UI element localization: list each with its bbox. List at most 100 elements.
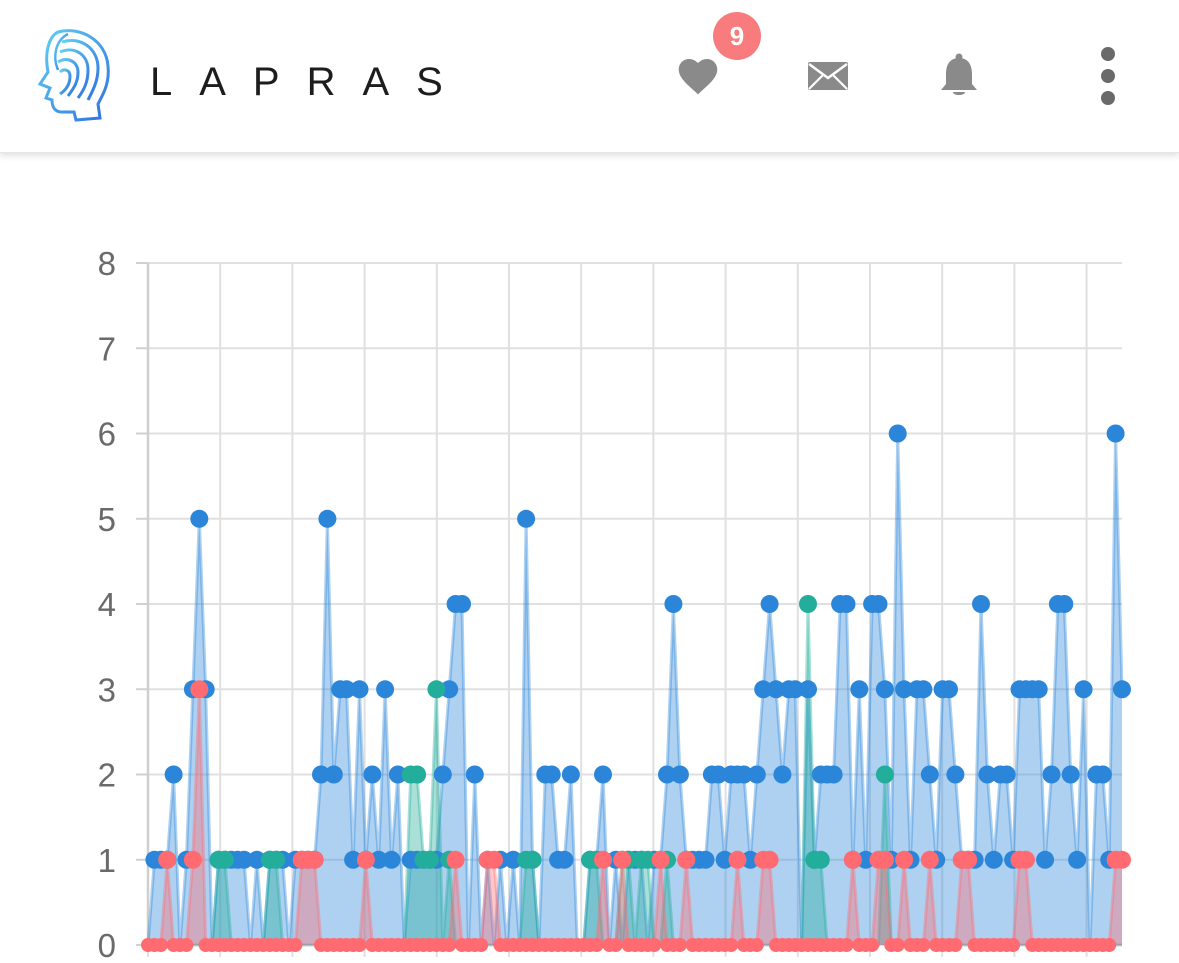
series-1-point <box>1113 680 1131 699</box>
series-1-point <box>747 765 766 784</box>
series-2-point <box>420 850 439 869</box>
series-points <box>141 424 1131 952</box>
series-3-point <box>672 938 687 952</box>
series-3-point <box>589 938 604 952</box>
series-1-point <box>369 850 388 869</box>
series-3-point <box>1113 850 1131 869</box>
y-tick-label: 8 <box>98 245 116 282</box>
series-1-point <box>741 850 760 869</box>
series-1-point <box>312 765 330 784</box>
y-tick-label: 3 <box>98 671 116 708</box>
series-1-point <box>978 765 997 784</box>
series-1-point <box>440 680 459 699</box>
y-tick-label: 7 <box>98 330 116 367</box>
series-1-point <box>235 850 254 869</box>
series-1-point <box>465 765 484 784</box>
series-1-area <box>148 433 1122 945</box>
series-3-point <box>356 850 375 869</box>
series-1-point <box>453 595 471 613</box>
series-1-point <box>664 595 683 613</box>
series-3-point <box>875 850 894 869</box>
series-1-point <box>382 850 401 869</box>
heart-icon[interactable] <box>676 55 720 97</box>
series-3-point <box>352 938 367 952</box>
series-3-area <box>148 689 1122 945</box>
series-3-point <box>959 850 978 869</box>
series-3-point <box>749 938 764 952</box>
series-3-point <box>839 938 854 952</box>
series-3-point <box>895 850 914 869</box>
series-1-point <box>940 680 958 699</box>
series-1-point <box>164 765 183 784</box>
series-3-point <box>190 680 209 699</box>
series-1-point <box>1055 595 1074 613</box>
series-1-point <box>433 765 452 784</box>
series-1-point <box>376 680 395 699</box>
y-axis-ticks: 0 1 2 3 4 5 6 7 8 <box>98 245 116 963</box>
favorites-count-badge: 9 <box>713 12 761 60</box>
series-1-point <box>895 680 914 699</box>
series-1-point <box>767 680 785 699</box>
more-vertical-icon[interactable] <box>1090 44 1126 108</box>
series-3-point <box>183 850 202 869</box>
series-2-point <box>875 765 894 784</box>
series-1-point <box>914 680 933 699</box>
series-1-point <box>337 680 356 699</box>
series-1-point <box>344 850 363 869</box>
activity-line-chart: 0 1 2 3 4 5 6 7 8 <box>98 245 1131 963</box>
series-3-point <box>1016 850 1035 869</box>
series-1-point <box>773 765 792 784</box>
series-3-point <box>843 850 862 869</box>
series-1-point <box>1061 765 1080 784</box>
series-1-point <box>670 765 689 784</box>
series-1-point <box>1036 850 1055 869</box>
series-1-point <box>709 765 728 784</box>
series-1-point <box>542 765 561 784</box>
series-3-point <box>288 938 303 952</box>
series-1-point <box>504 850 523 869</box>
series-2-point <box>267 850 286 869</box>
series-1-point <box>247 850 266 869</box>
series-1-point <box>1068 850 1087 869</box>
series-3-point <box>728 850 747 869</box>
series-2-point <box>811 850 830 869</box>
series-1-point <box>946 765 965 784</box>
series-3-point <box>608 938 623 952</box>
bell-icon[interactable] <box>938 52 980 98</box>
series-1-point <box>837 595 856 613</box>
series-3-point <box>158 850 177 869</box>
series-3-point <box>485 850 503 869</box>
mail-icon[interactable] <box>806 60 850 92</box>
series-2-point <box>523 850 542 869</box>
chart-grid <box>136 262 1122 957</box>
series-1-point <box>561 765 580 784</box>
y-tick-label: 4 <box>98 586 116 623</box>
series-1-point <box>318 509 337 528</box>
series-1-point <box>658 765 676 784</box>
fingerprint-head-logo[interactable] <box>28 26 112 124</box>
series-1-point <box>555 850 574 869</box>
series-1-point <box>715 850 734 869</box>
series-1-point <box>824 765 843 784</box>
series-1-point <box>875 680 894 699</box>
series-3-point <box>677 850 696 869</box>
series-1-point <box>190 509 209 528</box>
series-1-point <box>1093 765 1112 784</box>
series-1-point <box>888 424 907 443</box>
app-header: LAPRAS 9 <box>0 0 1179 153</box>
series-1-point <box>799 680 817 699</box>
series-3-point <box>474 938 489 952</box>
series-1-point <box>696 850 715 869</box>
series-3-point <box>442 938 457 952</box>
series-3-point <box>594 850 612 869</box>
y-tick-label: 1 <box>98 842 116 879</box>
series-3-point <box>613 850 632 869</box>
series-3-point <box>305 850 324 869</box>
brand-wordmark[interactable]: LAPRAS <box>150 60 470 104</box>
series-1-point <box>363 765 382 784</box>
series-1-point <box>786 680 805 699</box>
series-1-point <box>856 850 875 869</box>
series-2-point <box>215 850 234 869</box>
series-1-point <box>754 680 773 699</box>
series-3-point <box>1006 938 1021 952</box>
